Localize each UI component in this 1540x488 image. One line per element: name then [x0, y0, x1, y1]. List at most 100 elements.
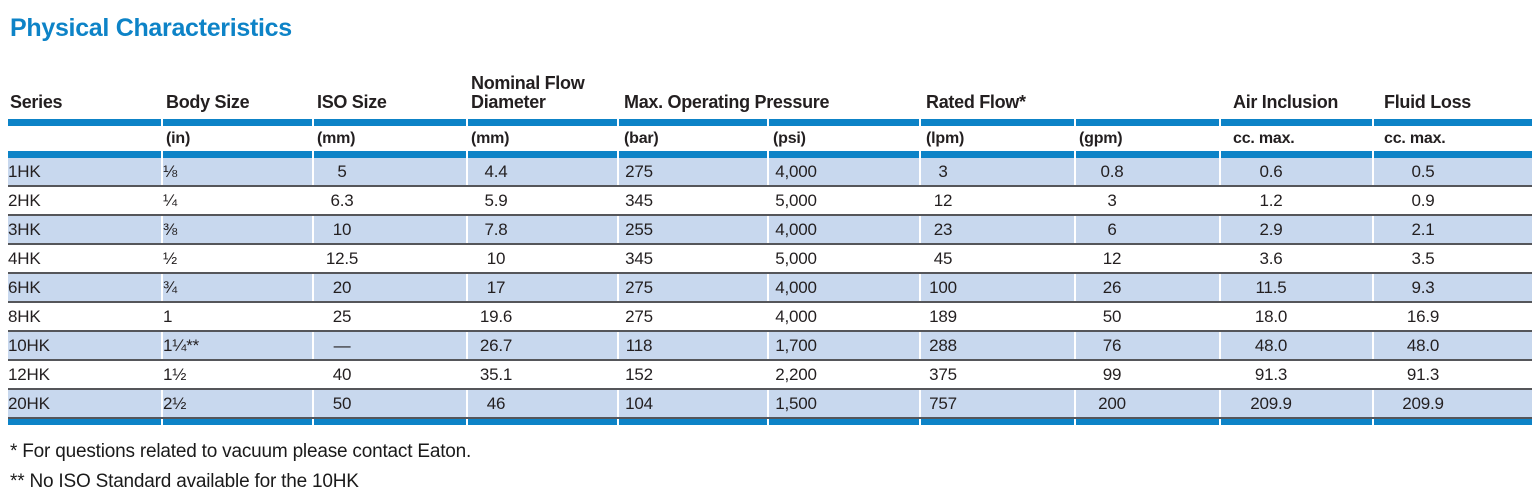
table-cell: 12 — [920, 186, 1076, 216]
unit-label: (psi) — [768, 126, 921, 151]
blue-rule-segment — [1075, 119, 1221, 126]
series-cell: 12HK — [8, 360, 163, 390]
blue-rule-segment — [1075, 418, 1221, 425]
blue-rule-segment — [618, 151, 769, 158]
table-cell: 48.0 — [1373, 331, 1532, 361]
cell-value: 91.3 — [1254, 364, 1288, 384]
cell-value: 3 — [938, 161, 948, 181]
table-header-row: Series Body Size ISO Size Nominal Flow Diam… — [8, 58, 1532, 119]
table-cell: 5 — [313, 158, 468, 187]
table-cell: 275 — [618, 158, 769, 187]
cell-value: 255 — [625, 219, 653, 239]
table-cell: 5,000 — [768, 244, 921, 274]
cell-value: 275 — [625, 161, 653, 181]
column-header: Fluid Loss — [1384, 92, 1472, 112]
table-cell: 209.9 — [1373, 389, 1532, 419]
table-row: 6HK ¾ 20 17 275 4,000 100 26 11.5 9.3 — [8, 273, 1532, 303]
table-cell: 5,000 — [768, 186, 921, 216]
table-cell: 100 — [920, 273, 1076, 303]
table-row: 2HK ¼ 6.3 5.9 345 5,000 12 3 1.2 0.9 — [8, 186, 1532, 216]
blue-rule-segment — [313, 418, 468, 425]
blue-rule-segment — [1220, 418, 1374, 425]
table-cell: 2,200 — [768, 360, 921, 390]
table-cell: 19.6 — [467, 302, 619, 332]
blue-rule-segment — [313, 119, 468, 126]
table-cell: 152 — [618, 360, 769, 390]
cell-value: 275 — [625, 277, 653, 297]
cell-value: — — [333, 335, 351, 355]
table-cell: 10 — [313, 215, 468, 245]
cell-value: 10 — [486, 248, 506, 268]
cell-value: 209.9 — [1402, 393, 1444, 413]
table-cell: 18.0 — [1220, 302, 1374, 332]
table-cell: 99 — [1075, 360, 1221, 390]
cell-value: 1,500 — [775, 393, 817, 413]
table-cell: 91.3 — [1373, 360, 1532, 390]
cell-value: 16.9 — [1406, 306, 1440, 326]
cell-value: 48.0 — [1254, 335, 1288, 355]
cell-value: 6.3 — [330, 190, 354, 210]
table-cell: 189 — [920, 302, 1076, 332]
table-cell: 1,500 — [768, 389, 921, 419]
column-header: Nominal Flow Diameter — [467, 58, 619, 119]
cell-value: 5,000 — [775, 248, 817, 268]
cell-value: 26 — [1102, 277, 1122, 297]
footnote-iso-standard: ** No ISO Standard available for the 10H… — [10, 471, 359, 488]
cell-value: 12 — [933, 190, 953, 210]
blue-rule-segment — [1373, 151, 1532, 158]
table-cell: 275 — [618, 273, 769, 303]
table-cell: 0.9 — [1373, 186, 1532, 216]
cell-value: 0.8 — [1100, 161, 1124, 181]
cell-value: 5,000 — [775, 190, 817, 210]
table-head: Series Body Size ISO Size Nominal Flow Diam… — [8, 58, 1532, 158]
cell-value: 91.3 — [1406, 364, 1440, 384]
blue-rule-segment — [920, 418, 1076, 425]
blue-rule — [8, 418, 1532, 425]
cell-value: 40 — [332, 364, 352, 384]
blue-rule-segment — [1373, 418, 1532, 425]
blue-rule-segment — [8, 119, 163, 126]
blue-rule-segment — [8, 151, 163, 158]
table-cell: 12 — [1075, 244, 1221, 274]
table-cell: 200 — [1075, 389, 1221, 419]
cell-value: 152 — [625, 364, 653, 384]
cell-value: 345 — [625, 248, 653, 268]
table-row: 10HK 1¼** — 26.7 118 1,700 288 76 48.0 48.0 — [8, 331, 1532, 361]
table-cell: 9.3 — [1373, 273, 1532, 303]
table-cell: 4,000 — [768, 302, 921, 332]
table-cell: 345 — [618, 186, 769, 216]
page-title: Physical Characteristics — [10, 14, 292, 42]
blue-rule-segment — [768, 418, 921, 425]
cell-value: 50 — [1102, 306, 1122, 326]
series-cell: 1HK — [8, 158, 163, 187]
table-cell: 5.9 — [467, 186, 619, 216]
table-cell: ⅛ — [162, 158, 314, 187]
column-header: ISO Size — [313, 58, 468, 119]
cell-value: 5 — [337, 161, 347, 181]
cell-value: 4,000 — [775, 161, 817, 181]
blue-rule-segment — [162, 418, 314, 425]
cell-value: 100 — [929, 277, 957, 297]
cell-value: 26.7 — [479, 335, 513, 355]
cell-value: 76 — [1102, 335, 1122, 355]
unit-label: (mm) — [313, 126, 468, 151]
column-header: Rated Flow* — [920, 58, 1221, 119]
cell-value: 3.5 — [1411, 248, 1435, 268]
table-cell: 255 — [618, 215, 769, 245]
table-cell: 6 — [1075, 215, 1221, 245]
blue-rule-segment — [768, 119, 921, 126]
cell-value: 12 — [1102, 248, 1122, 268]
table-cell: 345 — [618, 244, 769, 274]
cell-value: 18.0 — [1254, 306, 1288, 326]
cell-value: 45 — [933, 248, 953, 268]
table-cell: 4,000 — [768, 158, 921, 187]
blue-rule-segment — [162, 119, 314, 126]
series-cell: 6HK — [8, 273, 163, 303]
unit-label: (mm) — [467, 126, 619, 151]
cell-value: 2.1 — [1411, 219, 1435, 239]
cell-value: 35.1 — [479, 364, 513, 384]
table-cell: ¾ — [162, 273, 314, 303]
series-cell: 8HK — [8, 302, 163, 332]
table-cell: 10 — [467, 244, 619, 274]
